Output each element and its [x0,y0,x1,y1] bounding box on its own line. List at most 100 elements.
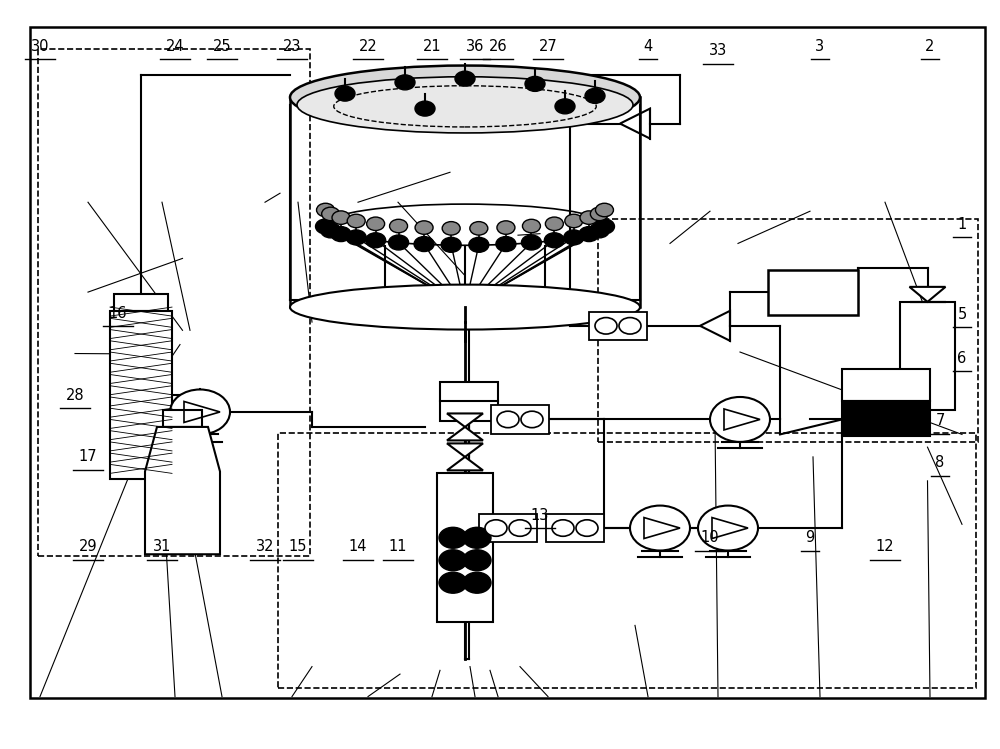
Circle shape [585,88,605,103]
Text: 10: 10 [701,530,719,545]
Circle shape [521,235,541,250]
Text: 4: 4 [643,39,653,54]
Text: 3: 3 [815,39,825,54]
Bar [440,382,498,421]
Circle shape [415,221,433,234]
Circle shape [576,520,598,536]
Circle shape [366,233,386,248]
Text: 27: 27 [539,39,557,54]
Circle shape [321,223,341,238]
Polygon shape [910,287,946,302]
Bar [38,49,310,556]
Circle shape [442,222,460,235]
Bar [900,302,955,410]
Circle shape [565,214,583,228]
Circle shape [521,411,543,428]
Bar [437,473,493,622]
Circle shape [485,520,507,536]
Circle shape [439,527,467,548]
Bar [110,311,172,479]
Text: 21: 21 [423,39,441,54]
Polygon shape [447,457,483,470]
Circle shape [469,237,489,252]
Bar [491,405,549,434]
Text: 14: 14 [349,539,367,554]
Polygon shape [447,443,483,457]
Circle shape [346,230,366,245]
Text: 6: 6 [957,351,967,366]
Circle shape [170,389,230,434]
Circle shape [590,207,608,221]
Circle shape [589,223,609,238]
Circle shape [595,318,617,334]
Ellipse shape [290,66,640,129]
Bar [598,219,978,442]
Circle shape [414,237,434,252]
Text: 7: 7 [935,413,945,428]
Text: 28: 28 [66,388,84,403]
Bar [842,369,930,401]
Text: 31: 31 [153,539,171,554]
Text: 9: 9 [805,530,815,545]
Circle shape [470,222,488,235]
Text: 1: 1 [957,217,967,232]
Bar [768,270,858,315]
Text: 32: 32 [256,539,274,554]
Circle shape [564,230,584,245]
Circle shape [525,76,545,91]
Bar [163,410,202,427]
Circle shape [463,527,491,548]
Circle shape [455,71,475,86]
Circle shape [463,572,491,593]
Text: 22: 22 [359,39,377,54]
Circle shape [544,233,564,248]
Circle shape [439,572,467,593]
Circle shape [497,221,515,234]
Text: 12: 12 [876,539,894,554]
Bar [546,514,604,542]
Bar [479,514,537,542]
Text: 17: 17 [79,449,97,464]
Circle shape [317,203,335,216]
Circle shape [619,318,641,334]
Circle shape [322,207,340,221]
Bar [114,294,168,311]
Circle shape [509,520,531,536]
Circle shape [439,550,467,571]
Circle shape [389,235,409,250]
Polygon shape [447,413,483,427]
Circle shape [367,217,385,231]
Circle shape [335,86,355,101]
Circle shape [497,411,519,428]
Text: 25: 25 [213,39,231,54]
Circle shape [415,101,435,116]
Circle shape [441,237,461,252]
Bar [589,312,647,340]
Circle shape [347,214,365,228]
Text: 26: 26 [489,39,507,54]
Circle shape [395,75,415,90]
Text: 16: 16 [109,306,127,321]
Text: 13: 13 [531,508,549,523]
Text: 2: 2 [925,39,935,54]
Ellipse shape [290,285,640,330]
Text: 30: 30 [31,39,49,54]
Circle shape [698,506,758,551]
Bar [30,27,985,698]
Circle shape [390,219,408,233]
Text: 33: 33 [709,43,727,58]
Text: 8: 8 [935,455,945,470]
Circle shape [331,227,351,242]
Circle shape [332,211,350,225]
Circle shape [594,219,614,234]
Bar [842,401,930,436]
Text: 11: 11 [389,539,407,554]
Circle shape [552,520,574,536]
Circle shape [630,506,690,551]
Circle shape [496,237,516,252]
Polygon shape [145,427,220,554]
Bar [278,433,976,688]
Circle shape [463,550,491,571]
Text: 5: 5 [957,307,967,322]
Text: 15: 15 [289,539,307,554]
